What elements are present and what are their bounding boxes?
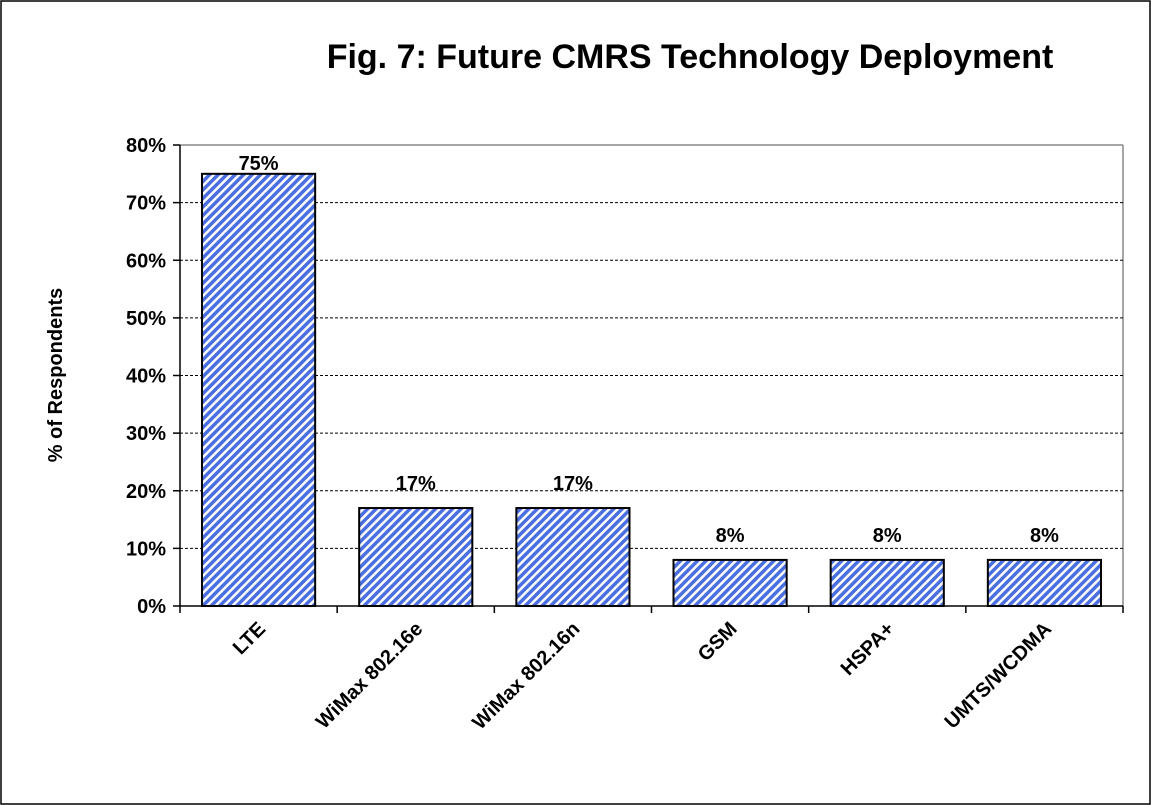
y-tick-label: 0%: [137, 596, 166, 618]
y-tick-label: 50%: [126, 308, 166, 330]
x-tick-label: WiMax 802.16e: [312, 618, 427, 733]
y-tick-label: 70%: [126, 193, 166, 215]
y-tick-label: 80%: [126, 135, 166, 157]
x-tick-label: HSPA+: [837, 618, 899, 680]
bar: [672, 558, 788, 608]
x-tick-label: GSM: [694, 618, 742, 666]
x-tick-label: UMTS/WCDMA: [941, 618, 1056, 733]
value-label: 8%: [1030, 525, 1059, 547]
value-label: 8%: [873, 525, 902, 547]
y-axis-label: % of Respondents: [45, 288, 67, 462]
x-tick-label: LTE: [229, 618, 270, 659]
value-label: 17%: [553, 473, 593, 495]
chart-title: Fig. 7: Future CMRS Technology Deploymen…: [327, 38, 1054, 76]
bar: [358, 507, 474, 608]
y-tick-label: 20%: [126, 481, 166, 503]
bar: [829, 558, 945, 608]
value-label: 75%: [239, 153, 279, 175]
x-tick-label: WiMax 802.16n: [468, 618, 584, 734]
y-tick-label: 10%: [126, 538, 166, 560]
bar: [986, 558, 1102, 608]
y-tick-label: 60%: [126, 250, 166, 272]
value-label: 17%: [396, 473, 436, 495]
bar: [201, 172, 317, 607]
bar: [515, 507, 631, 608]
value-label: 8%: [716, 525, 745, 547]
y-tick-label: 30%: [126, 423, 166, 445]
y-tick-label: 40%: [126, 366, 166, 388]
